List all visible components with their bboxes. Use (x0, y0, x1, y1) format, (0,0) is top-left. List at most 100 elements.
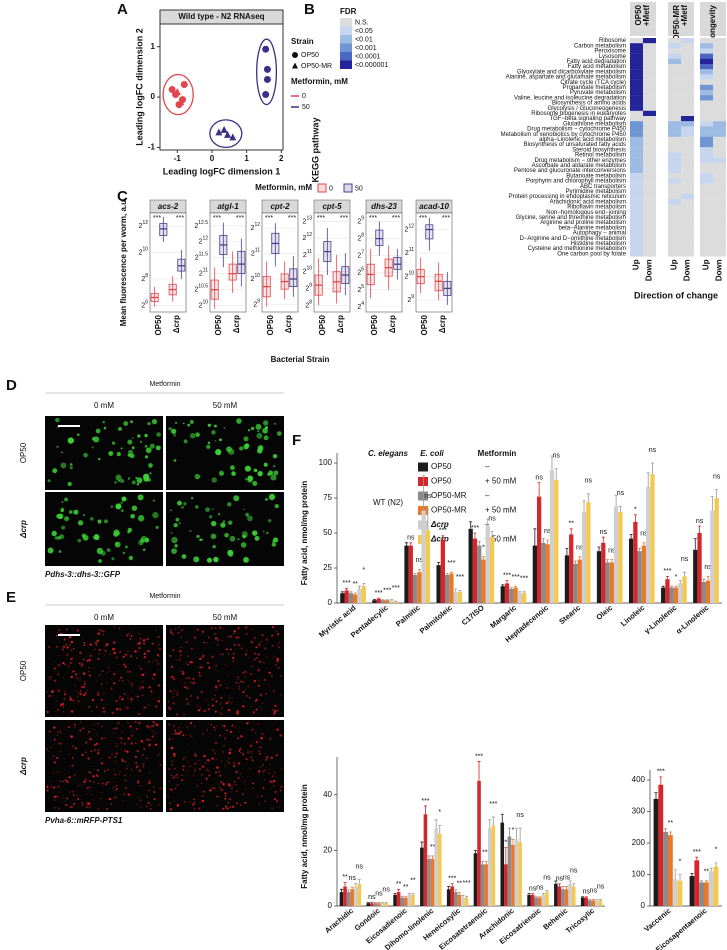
heatmap-cell (643, 110, 656, 117)
significance-label: * (679, 858, 682, 865)
x-tick-label: OP50 (318, 314, 327, 335)
heatmap-cell (668, 246, 681, 252)
rfp-spot (62, 797, 64, 799)
significance-label: ns (488, 515, 496, 522)
rfp-spot (179, 650, 182, 653)
error-bar (531, 893, 535, 895)
x-tick-label: Vaccenic (642, 906, 672, 934)
gfp-spot (207, 441, 211, 445)
rfp-spot (135, 761, 138, 764)
gfp-spot (51, 530, 57, 537)
rfp-spot (59, 731, 62, 734)
rfp-spot (224, 764, 227, 766)
rfp-spot (216, 639, 219, 642)
rfp-spot (248, 697, 251, 699)
box-body (159, 223, 168, 236)
rfp-spot (185, 698, 188, 701)
rfp-spot (205, 777, 208, 780)
rfp-spot (113, 626, 116, 628)
heatmap-cell (643, 90, 656, 96)
rfp-spot (225, 701, 229, 705)
rfp-spot (154, 743, 158, 746)
heatmap-cell (713, 110, 726, 117)
point (263, 65, 271, 73)
rfp-spot (108, 797, 112, 801)
rfp-spot (70, 640, 74, 644)
caption: Pvha-6::mRFP-PTS1 (45, 816, 123, 825)
panel-letter: F (292, 432, 301, 449)
rfp-spot (117, 664, 119, 666)
point (224, 130, 232, 138)
rfp-spot (179, 730, 182, 733)
rfp-spot (245, 695, 248, 697)
rfp-spot (232, 658, 234, 660)
rfp-spot (199, 657, 202, 660)
rfp-spot (110, 678, 111, 680)
rfp-spot (86, 793, 88, 795)
tick-exponent: 12 (254, 223, 260, 229)
gfp-spot (206, 557, 213, 563)
gfp-spot (136, 477, 143, 484)
rfp-spot (273, 723, 274, 725)
rfp-spot (136, 695, 139, 698)
rfp-spot (113, 789, 115, 791)
gfp-spot (256, 432, 263, 439)
plot-area (159, 23, 284, 151)
rfp-spot (138, 642, 141, 645)
tick-exponent: 12 (306, 232, 312, 238)
rfp-spot (144, 706, 147, 709)
rfp-spot (59, 664, 61, 665)
box-body (393, 256, 402, 270)
gfp-spot (128, 449, 133, 455)
bar (420, 847, 424, 906)
rfp-spot (76, 794, 78, 796)
significance-label: *** (482, 849, 490, 856)
gfp-spot (103, 426, 107, 430)
rfp-spot (121, 697, 124, 701)
gfp-spot (156, 432, 161, 437)
rfp-spot (208, 748, 210, 750)
tick-base: 2 (357, 304, 361, 311)
heatmap-cell (630, 90, 643, 96)
bar (353, 886, 358, 906)
rfp-spot (203, 754, 206, 758)
rfp-spot (139, 799, 141, 801)
x-tick-label: Linoleic (619, 603, 646, 628)
error-bar (710, 496, 714, 511)
tick-exponent: 5 (361, 284, 364, 290)
heatmap-cell (700, 90, 713, 96)
rfp-spot (222, 783, 224, 785)
heatmap-cell (713, 230, 726, 236)
heatmap-cell (630, 147, 643, 153)
rfp-spot (89, 674, 92, 677)
significance-label: *** (512, 574, 520, 581)
rfp-spot (57, 689, 60, 692)
rfp-spot (130, 655, 133, 658)
heatmap-cell (630, 157, 643, 163)
bar (673, 587, 679, 603)
rfp-spot (268, 772, 270, 774)
rfp-spot (258, 752, 262, 755)
rfp-spot (47, 641, 49, 643)
error-bar (427, 855, 431, 859)
heatmap-cell (630, 64, 643, 70)
gfp-spot (98, 559, 102, 563)
gfp-spot (245, 512, 249, 517)
rfp-spot (237, 776, 240, 780)
x-tick-label: Δcrp (438, 315, 447, 333)
rfp-spot (220, 788, 224, 792)
rfp-spot (182, 768, 185, 771)
bar (557, 886, 562, 906)
rfp-spot (95, 643, 98, 647)
heatmap-cell (668, 79, 681, 85)
rfp-spot (142, 765, 145, 768)
gfp-spot (244, 443, 250, 448)
rfp-spot (174, 732, 178, 735)
rfp-spot (213, 632, 216, 635)
rfp-spot (73, 774, 76, 777)
rfp-spot (194, 762, 197, 765)
rfp-spot (225, 648, 229, 651)
rfp-spot (46, 789, 49, 792)
heatmap-cell (713, 157, 726, 163)
rfp-spot (275, 799, 279, 803)
